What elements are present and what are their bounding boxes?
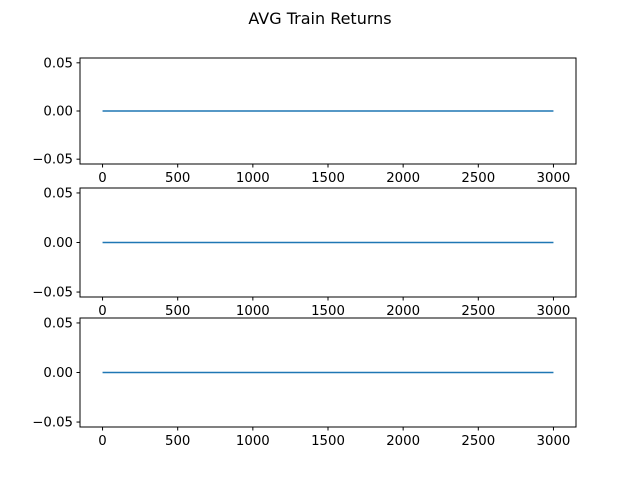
subplot-3: 0 500 1000 1500 2000 2500 3000 −0.05 0.00 0.05 [32, 316, 577, 449]
subplot-2-xtick-label-0: 0 [98, 304, 106, 319]
subplot-2-ytick-label-1: 0.00 [43, 236, 73, 251]
subplot-1-xtick-label-2: 1000 [236, 171, 270, 186]
subplot-3-xtick-label-0: 0 [98, 434, 106, 449]
subplot-2-xtick-label-5: 2500 [461, 304, 495, 319]
subplot-1-xtick-label-6: 3000 [537, 171, 571, 186]
subplot-2-ytick-label-0: −0.05 [32, 286, 73, 301]
subplot-1: 0 500 1000 1500 2000 2500 3000 −0.05 0.00 0.05 [32, 56, 577, 186]
subplot-1-xtick-label-5: 2500 [461, 171, 495, 186]
subplot-1-xtick-label-3: 1500 [311, 171, 345, 186]
subplots: 0 500 1000 1500 2000 2500 3000 −0.05 0.00 0.05 0 50… [32, 56, 577, 449]
subplot-3-ytick-label-2: 0.05 [43, 316, 73, 331]
subplot-3-xtick-label-3: 1500 [311, 434, 345, 449]
figure-title: AVG Train Returns [248, 9, 391, 28]
subplot-2-xtick-label-4: 2000 [386, 304, 420, 319]
subplot-1-ytick-label-2: 0.05 [43, 56, 73, 71]
subplot-3-xtick-label-1: 500 [165, 434, 190, 449]
subplot-3-xtick-label-2: 1000 [236, 434, 270, 449]
subplot-2-xtick-label-6: 3000 [537, 304, 571, 319]
subplot-2: 0 500 1000 1500 2000 2500 3000 −0.05 0.00 0.05 [32, 186, 577, 319]
subplot-2-ytick-label-2: 0.05 [43, 186, 73, 201]
subplot-3-ytick-label-1: 0.00 [43, 366, 73, 381]
subplot-3-xtick-label-4: 2000 [386, 434, 420, 449]
subplot-3-ytick-label-0: −0.05 [32, 416, 73, 431]
subplot-3-xtick-label-5: 2500 [461, 434, 495, 449]
subplot-2-xtick-label-2: 1000 [236, 304, 270, 319]
subplot-3-xtick-label-6: 3000 [537, 434, 571, 449]
subplot-1-ytick-label-1: 0.00 [43, 105, 73, 120]
subplot-2-xtick-label-3: 1500 [311, 304, 345, 319]
subplot-1-ytick-label-0: −0.05 [32, 153, 73, 168]
subplot-1-xtick-label-1: 500 [165, 171, 190, 186]
subplot-2-xtick-label-1: 500 [165, 304, 190, 319]
subplot-1-xtick-label-4: 2000 [386, 171, 420, 186]
subplot-1-xtick-label-0: 0 [98, 171, 106, 186]
